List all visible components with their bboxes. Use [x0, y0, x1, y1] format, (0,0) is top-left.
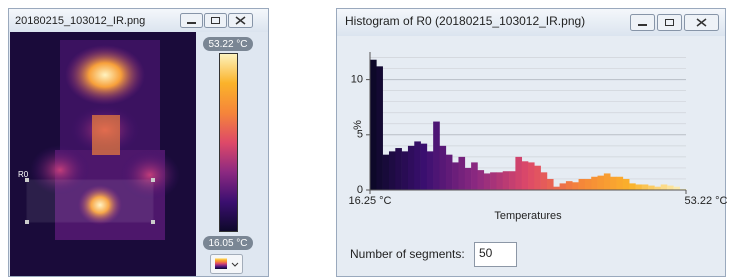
bar	[465, 168, 472, 190]
minimize-button[interactable]	[631, 15, 655, 31]
colorbar-gradient	[220, 54, 238, 232]
bar	[566, 181, 573, 190]
bar	[610, 177, 617, 190]
bar	[572, 182, 579, 190]
thermal-image: R0	[10, 32, 196, 276]
bar	[408, 146, 415, 190]
maximize-button[interactable]	[658, 15, 682, 31]
x-tick-label: 53.22 °C	[685, 195, 728, 207]
colorbar-max: 53.22 °C	[208, 39, 247, 50]
bar	[528, 162, 535, 190]
bar	[547, 179, 554, 190]
screen: 20180215_103012_IR.png R0 53.2	[0, 0, 730, 277]
bar	[635, 184, 642, 190]
bar	[427, 151, 434, 190]
roi-label: R0	[18, 170, 29, 179]
x-tick-label: 16.25 °C	[349, 195, 392, 207]
bar	[541, 172, 548, 190]
bar	[648, 186, 655, 190]
window-buttons	[181, 14, 253, 28]
bar	[376, 66, 383, 190]
page: { "image_window": { "title": "20180215_1…	[0, 0, 730, 277]
segments-value[interactable]: 50	[479, 246, 493, 260]
bar	[452, 162, 459, 190]
roi-rectangle[interactable]	[27, 180, 153, 222]
bar	[560, 183, 567, 190]
bar	[661, 184, 668, 190]
bar	[623, 179, 630, 190]
bar	[579, 179, 586, 190]
bar	[522, 161, 529, 190]
bar	[598, 176, 605, 190]
bar	[509, 171, 516, 190]
bar	[604, 173, 611, 190]
bar	[515, 157, 522, 190]
bar	[370, 60, 377, 190]
bar	[439, 146, 446, 190]
y-axis-label: %	[352, 120, 364, 130]
bar	[421, 144, 428, 190]
bar	[591, 177, 598, 190]
window-title: 20180215_103012_IR.png	[15, 15, 145, 27]
bar	[629, 183, 636, 190]
window-buttons	[631, 15, 719, 31]
window-title: Histogram of R0 (20180215_103012_IR.png)	[345, 14, 585, 28]
bar	[414, 141, 421, 190]
minimize-button[interactable]	[181, 14, 203, 28]
bar	[496, 172, 503, 190]
bar	[446, 155, 453, 190]
bar	[617, 177, 624, 190]
maximize-button[interactable]	[205, 14, 227, 28]
bar	[389, 151, 396, 190]
bar	[395, 148, 402, 190]
image-window: 20180215_103012_IR.png R0 53.2	[9, 9, 269, 277]
bar	[490, 172, 497, 190]
bar	[471, 162, 478, 190]
bar	[667, 186, 674, 190]
bar	[484, 173, 491, 190]
bar	[642, 184, 649, 190]
bar	[433, 122, 440, 190]
colorbar-min: 16.05 °C	[208, 238, 247, 249]
bar	[383, 155, 390, 190]
window-frame	[337, 9, 726, 277]
bar	[402, 151, 409, 190]
bar	[503, 171, 510, 190]
bar	[585, 179, 592, 190]
bar	[458, 157, 465, 190]
bar	[477, 170, 484, 190]
segments-label: Number of segments:	[350, 247, 465, 261]
x-axis-label: Temperatures	[494, 210, 562, 222]
y-tick-label: 10	[351, 74, 363, 86]
histogram-window: Histogram of R0 (20180215_103012_IR.png)…	[337, 9, 728, 277]
bar	[534, 166, 541, 190]
